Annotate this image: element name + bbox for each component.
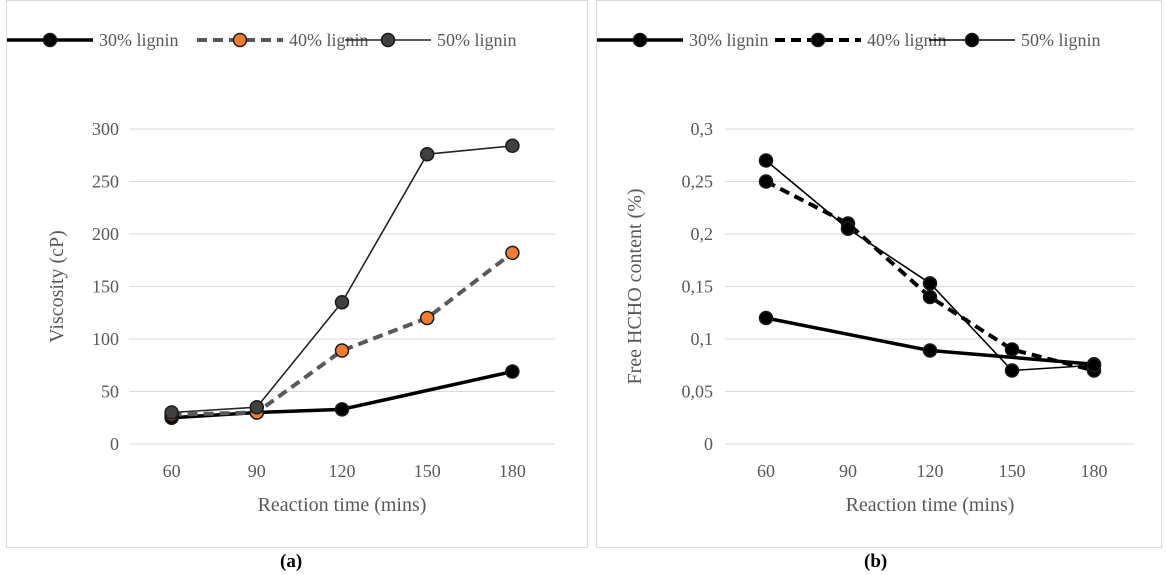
x-tick-label: 120 <box>917 461 944 481</box>
x-tick-label: 150 <box>414 461 441 481</box>
data-point <box>1004 363 1020 378</box>
y-tick-label: 150 <box>92 277 119 297</box>
data-point <box>249 400 265 415</box>
x-tick-label: 60 <box>163 461 181 481</box>
legend-marker <box>232 32 248 48</box>
y-tick-label: 0,25 <box>682 172 714 192</box>
caption-b: (b) <box>864 551 888 572</box>
y-tick-label: 0,2 <box>691 224 714 244</box>
x-tick-label: 120 <box>329 461 356 481</box>
legend-label: 50% lignin <box>1021 30 1101 50</box>
data-point <box>758 174 774 189</box>
y-axis-title: Viscosity (cP) <box>46 230 68 343</box>
y-tick-label: 0,3 <box>691 119 714 139</box>
series-line <box>171 251 514 417</box>
legend-marker <box>632 32 648 48</box>
data-point <box>334 402 350 417</box>
legend-label: 30% lignin <box>689 30 769 50</box>
x-axis-title: Reaction time (mins) <box>846 494 1015 516</box>
legend-label: 30% lignin <box>99 30 179 50</box>
chart-panel-b: 0 0,05 0,1 0,15 0,2 0,25 0,3 60 90 120 150 180 React… <box>596 0 1162 548</box>
legend-label: 50% lignin <box>437 30 517 50</box>
data-point <box>922 343 938 358</box>
data-point <box>922 289 938 305</box>
y-tick-label: 0,1 <box>691 329 714 349</box>
x-tick-label: 150 <box>999 461 1026 481</box>
data-point <box>505 245 520 261</box>
legend-marker <box>810 32 826 48</box>
legend-label: 40% lignin <box>867 30 947 50</box>
viscosity-chart: 0 50 100 150 200 250 300 60 90 120 150 180 Reaction … <box>7 30 555 516</box>
x-tick-label: 60 <box>757 461 775 481</box>
data-point <box>505 364 520 379</box>
free-hcho-chart: 0 0,05 0,1 0,15 0,2 0,25 0,3 60 90 120 150 180 React… <box>597 30 1135 516</box>
y-tick-label: 250 <box>92 172 119 192</box>
data-point <box>419 310 435 326</box>
series-line <box>171 145 513 414</box>
chart-panel-a: 0 50 100 150 200 250 300 60 90 120 150 180 Reaction … <box>6 0 588 548</box>
data-point <box>419 146 435 162</box>
x-tick-label: 180 <box>1081 461 1108 481</box>
y-tick-label: 0 <box>704 434 713 454</box>
legend-label: 40% lignin <box>289 30 369 50</box>
y-tick-label: 100 <box>92 329 119 349</box>
legend-marker <box>380 32 396 48</box>
series-line <box>171 369 513 420</box>
legend-marker <box>964 32 980 48</box>
data-point <box>164 405 179 420</box>
y-tick-label: 200 <box>92 224 119 244</box>
x-tick-label: 90 <box>839 461 857 481</box>
y-tick-label: 50 <box>101 382 119 402</box>
data-point <box>922 276 938 291</box>
y-axis-title: Free HCHO content (%) <box>624 188 646 384</box>
y-tick-label: 0 <box>110 434 119 454</box>
data-point <box>334 295 350 310</box>
y-tick-label: 0,15 <box>682 277 714 297</box>
x-tick-label: 90 <box>248 461 266 481</box>
caption-a: (a) <box>280 551 303 572</box>
data-point <box>1086 358 1102 373</box>
x-axis-title: Reaction time (mins) <box>258 494 427 516</box>
y-tick-label: 300 <box>92 119 119 139</box>
data-point <box>758 153 774 168</box>
data-point <box>505 138 520 154</box>
data-point <box>1004 342 1020 357</box>
data-point <box>758 310 774 326</box>
y-tick-label: 0,05 <box>682 382 714 402</box>
data-point <box>840 221 856 236</box>
x-tick-label: 180 <box>499 461 526 481</box>
data-point <box>334 343 350 358</box>
legend-marker <box>42 32 58 48</box>
series-line <box>765 179 1095 373</box>
